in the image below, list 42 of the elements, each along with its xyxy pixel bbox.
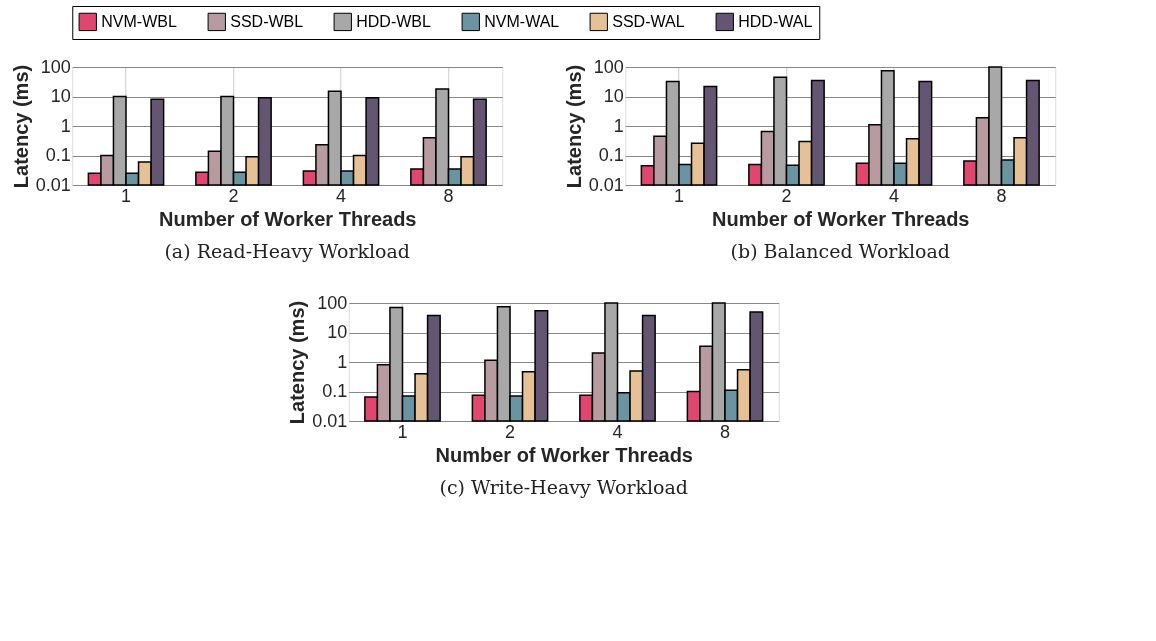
y-tick-label: 0.1 bbox=[322, 381, 348, 401]
y-tick-label: 100 bbox=[40, 56, 71, 77]
x-tick-label: 2 bbox=[781, 185, 792, 206]
x-tick-label: 8 bbox=[996, 185, 1007, 206]
x-tick-label: 8 bbox=[443, 185, 454, 206]
x-axis-title: Number of Worker Threads bbox=[712, 207, 970, 230]
y-axis-title: Latency (ms) bbox=[286, 300, 309, 425]
legend-label: SSD-WAL bbox=[612, 12, 685, 30]
x-tick-label: 1 bbox=[397, 421, 408, 442]
y-tick-label: 0.01 bbox=[588, 174, 624, 195]
y-tick-label: 100 bbox=[317, 292, 348, 313]
legend-label: HDD-WBL bbox=[356, 12, 432, 30]
x-tick-label: 4 bbox=[612, 421, 623, 442]
y-tick-label: 0.1 bbox=[45, 145, 71, 165]
x-axis-title: Number of Worker Threads bbox=[159, 207, 417, 230]
x-axis-title: Number of Worker Threads bbox=[435, 443, 693, 466]
y-tick-label: 10 bbox=[327, 322, 348, 342]
y-tick-label: 0.01 bbox=[312, 410, 348, 431]
legend-label: HDD-WAL bbox=[738, 12, 813, 30]
legend-label: NVM-WBL bbox=[101, 12, 177, 30]
y-tick-label: 1 bbox=[337, 351, 348, 372]
x-tick-label: 8 bbox=[719, 421, 731, 442]
x-tick-label: 1 bbox=[673, 185, 685, 206]
x-tick-label: 4 bbox=[335, 185, 347, 206]
y-tick-label: 0.01 bbox=[35, 174, 71, 195]
y-tick-label: 1 bbox=[613, 115, 624, 136]
y-tick-label: 10 bbox=[50, 86, 71, 106]
y-axis-title: Latency (ms) bbox=[562, 64, 585, 189]
text: (c) Write-Heavy Workload bbox=[439, 476, 689, 498]
text: (a) Read-Heavy Workload bbox=[164, 240, 411, 262]
legend-label: NVM-WAL bbox=[484, 12, 560, 30]
y-tick-label: 10 bbox=[603, 86, 624, 106]
text: (b) Balanced Workload bbox=[730, 240, 950, 262]
legend-label: SSD-WBL bbox=[230, 12, 304, 30]
x-tick-label: 2 bbox=[504, 421, 516, 442]
x-tick-label: 1 bbox=[120, 185, 132, 206]
y-tick-label: 0.1 bbox=[598, 145, 624, 165]
y-tick-label: 1 bbox=[60, 115, 71, 136]
y-axis-title: Latency (ms) bbox=[9, 64, 32, 189]
y-tick-label: 100 bbox=[593, 56, 624, 77]
x-tick-label: 4 bbox=[888, 185, 900, 206]
x-tick-label: 2 bbox=[228, 185, 239, 206]
